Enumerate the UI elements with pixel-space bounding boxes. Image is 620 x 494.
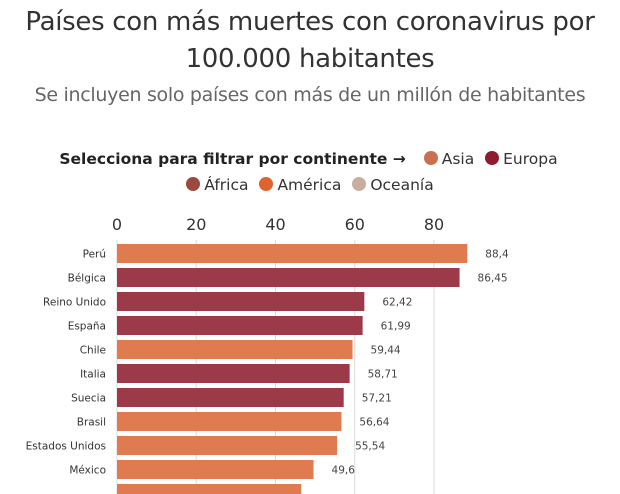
- value-label: 58,71: [368, 369, 398, 381]
- bars: Perú 88,4 Bélgica 86,45 Reino Unido 62,42 Espa…: [26, 244, 509, 494]
- x-tick-label: 0: [112, 215, 122, 234]
- bar-bélgica[interactable]: [117, 268, 460, 287]
- chart-title: Países con más muertes con coronavirus p…: [0, 4, 620, 78]
- x-tick-label: 20: [186, 215, 206, 234]
- bar-chile[interactable]: [117, 340, 353, 359]
- bar-méxico[interactable]: [117, 460, 314, 479]
- value-label: 86,45: [478, 273, 508, 285]
- value-label: 61,99: [381, 321, 411, 333]
- continent-legend: Selecciona para filtrar por continente →…: [0, 146, 620, 198]
- value-label: 55,54: [355, 441, 385, 453]
- legend-item-oceania[interactable]: Oceanía: [352, 172, 434, 198]
- x-axis: 0 20 40 60 80: [112, 215, 444, 234]
- legend-item-asia[interactable]: Asia: [423, 146, 475, 172]
- america-swatch-icon: [259, 177, 274, 191]
- x-tick-label: 80: [424, 215, 444, 234]
- legend-item-europa[interactable]: Europa: [485, 146, 558, 172]
- category-label: Estados Unidos: [26, 441, 106, 453]
- bar-suecia[interactable]: [117, 388, 344, 407]
- legend-title: Selecciona para filtrar por continente →: [59, 150, 406, 168]
- legend-label: América: [277, 176, 342, 194]
- legend-label: África: [204, 176, 249, 194]
- bar-estados-unidos[interactable]: [117, 436, 338, 455]
- value-label: 57,21: [362, 393, 392, 405]
- asia-swatch-icon: [423, 151, 438, 165]
- bar-reino-unido[interactable]: [117, 292, 365, 311]
- chart-subtitle: Se incluyen solo países con más de un mi…: [34, 84, 586, 106]
- category-label: Bélgica: [68, 273, 106, 285]
- legend-item-america[interactable]: América: [259, 172, 341, 198]
- chart-title-line2: 100.000 habitantes: [185, 44, 435, 74]
- category-label: España: [68, 321, 106, 333]
- value-label: 49,6: [332, 465, 356, 477]
- legend-label: Asia: [441, 150, 475, 168]
- bar-españa[interactable]: [117, 316, 363, 335]
- legend-label: Oceanía: [370, 176, 434, 194]
- value-label: 88,4: [485, 249, 509, 261]
- value-label: 56,64: [359, 417, 389, 429]
- x-tick-label: 60: [345, 215, 365, 234]
- category-label: Chile: [80, 345, 106, 357]
- legend-label: Europa: [503, 150, 558, 168]
- value-label: 59,44: [371, 345, 401, 357]
- bar-italia[interactable]: [117, 364, 350, 383]
- category-label: Brasil: [77, 417, 106, 429]
- bar-partial-next[interactable]: [117, 484, 302, 494]
- x-tick-label: 40: [265, 215, 285, 234]
- bar-perú[interactable]: [117, 244, 468, 263]
- category-label: Suecia: [71, 393, 106, 405]
- category-label: Perú: [83, 249, 106, 261]
- category-label: Italia: [80, 369, 106, 381]
- bar-brasil[interactable]: [117, 412, 342, 431]
- chart-title-line1: Países con más muertes con coronavirus p…: [25, 7, 595, 37]
- category-label: Reino Unido: [43, 297, 106, 309]
- value-label: 62,42: [382, 297, 412, 309]
- africa-swatch-icon: [186, 177, 201, 191]
- europa-swatch-icon: [485, 151, 500, 165]
- legend-item-africa[interactable]: África: [186, 172, 249, 198]
- category-label: México: [69, 465, 106, 477]
- oceania-swatch-icon: [352, 177, 367, 191]
